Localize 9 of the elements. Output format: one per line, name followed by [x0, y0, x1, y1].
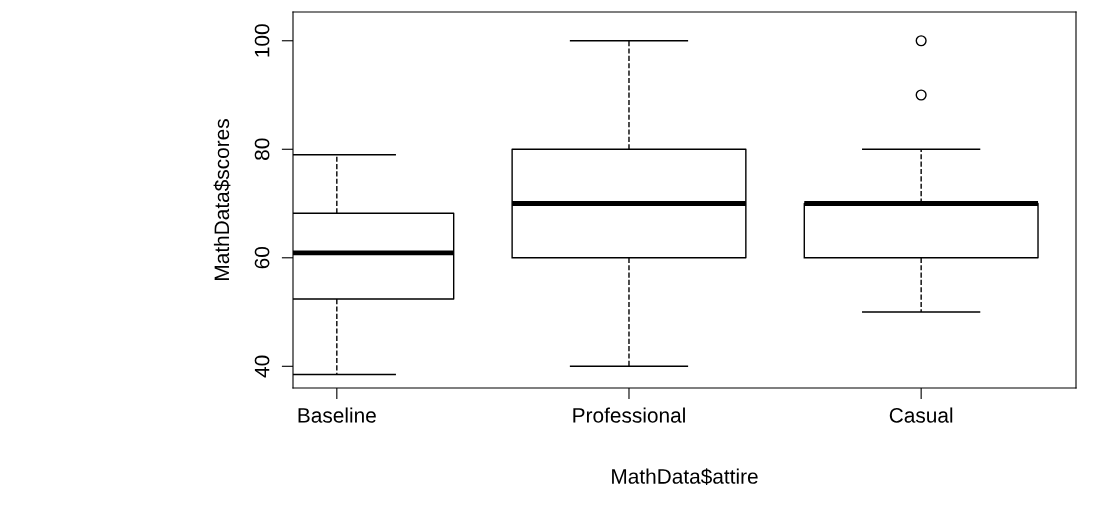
y-tick-label: 60 [254, 247, 270, 269]
x-axis-title: MathData$attire [612, 468, 758, 486]
x-tick-label: Baseline [298, 407, 376, 423]
x-tick-label: Casual [889, 407, 953, 423]
y-tick-label: 80 [254, 138, 270, 160]
y-tick-label: 100 [254, 24, 270, 57]
y-tick-label: 40 [254, 355, 270, 378]
y-axis-title: MathData$scores [213, 119, 231, 280]
x-tick-label: Professional [573, 407, 685, 423]
